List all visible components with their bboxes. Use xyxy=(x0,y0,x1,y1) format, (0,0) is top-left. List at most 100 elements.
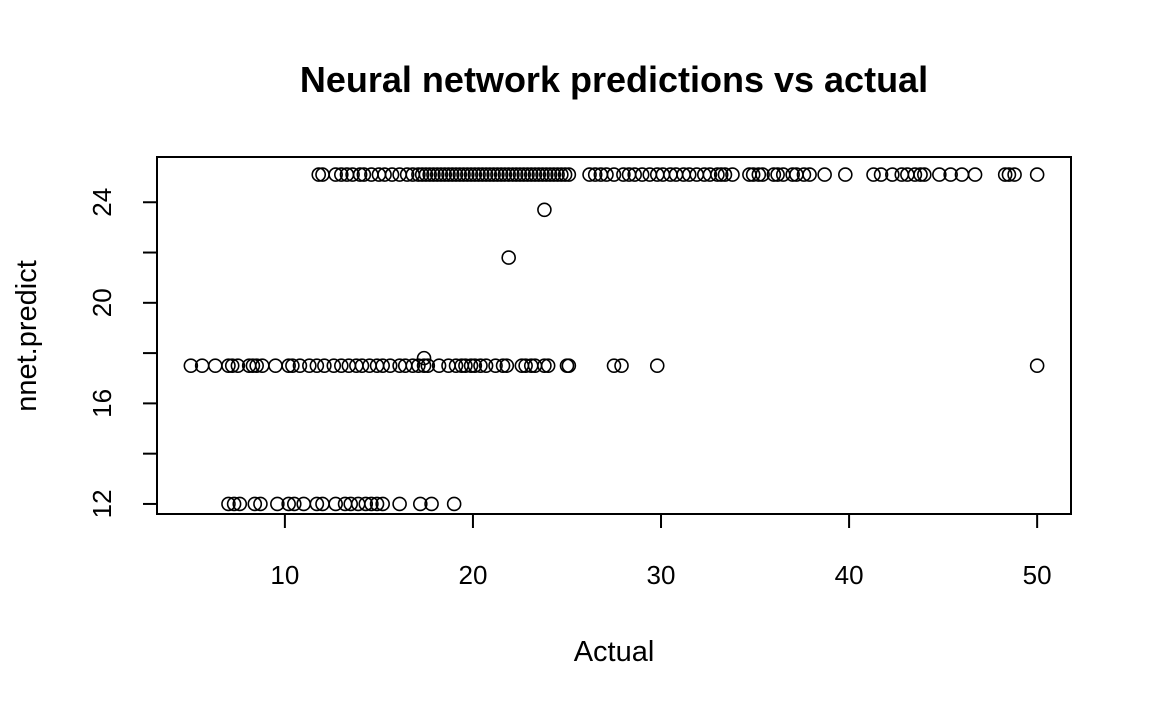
data-point xyxy=(535,167,550,182)
data-point xyxy=(478,167,494,182)
x-tick-label: 20 xyxy=(458,560,487,590)
data-point xyxy=(281,358,296,373)
data-point xyxy=(343,496,359,512)
data-point xyxy=(356,167,372,182)
data-point xyxy=(538,167,554,182)
data-point xyxy=(873,167,889,182)
data-point xyxy=(341,358,357,373)
data-point xyxy=(392,496,407,512)
data-point xyxy=(317,358,332,373)
data-point xyxy=(441,167,456,182)
data-point xyxy=(770,167,785,182)
data-point xyxy=(1007,167,1022,182)
data-point xyxy=(334,167,349,182)
data-point xyxy=(354,358,370,373)
data-point xyxy=(458,358,473,373)
data-point xyxy=(399,167,415,182)
data-point xyxy=(785,167,800,182)
data-point xyxy=(540,358,556,373)
data-point xyxy=(416,358,432,373)
data-point xyxy=(766,167,782,182)
data-point xyxy=(221,358,236,373)
data-point xyxy=(270,496,285,512)
data-point xyxy=(384,167,400,182)
data-point xyxy=(505,167,520,182)
data-point xyxy=(463,167,479,182)
data-point xyxy=(537,202,552,218)
data-point xyxy=(221,496,236,512)
data-point xyxy=(537,358,552,373)
data-point xyxy=(249,358,264,373)
y-tick-label: 24 xyxy=(87,188,117,217)
data-point xyxy=(352,167,368,182)
data-point xyxy=(208,358,223,373)
data-point xyxy=(328,496,343,512)
data-point xyxy=(253,496,268,512)
data-point xyxy=(311,167,327,182)
data-point xyxy=(689,167,705,182)
chart-title: Neural network predictions vs actual xyxy=(300,59,928,100)
data-points xyxy=(183,167,1045,512)
data-point xyxy=(681,167,697,182)
data-point xyxy=(377,167,392,182)
data-point xyxy=(932,167,947,182)
data-point xyxy=(1001,167,1017,182)
data-point xyxy=(493,167,509,182)
data-point xyxy=(490,167,505,182)
data-point xyxy=(362,358,377,373)
data-point xyxy=(471,167,486,182)
data-point xyxy=(369,496,385,512)
data-point xyxy=(627,167,642,182)
data-point xyxy=(967,167,983,182)
data-point xyxy=(488,358,503,373)
data-point xyxy=(885,167,900,182)
data-point xyxy=(523,167,539,182)
data-point xyxy=(467,358,483,373)
data-point xyxy=(473,358,488,373)
data-point xyxy=(422,167,437,182)
data-point xyxy=(518,358,533,373)
data-point xyxy=(414,167,430,182)
data-point xyxy=(501,167,516,182)
data-point xyxy=(508,167,524,182)
data-point xyxy=(467,167,483,182)
data-point xyxy=(456,167,471,182)
data-point xyxy=(412,496,428,512)
data-point xyxy=(587,167,603,182)
data-point xyxy=(418,167,434,182)
data-point xyxy=(437,167,453,182)
data-point xyxy=(907,167,923,182)
data-point xyxy=(292,358,308,373)
data-point xyxy=(802,167,817,182)
data-point xyxy=(224,358,240,373)
data-point xyxy=(463,358,479,373)
x-tick-label: 10 xyxy=(270,560,299,590)
data-point xyxy=(531,167,547,182)
data-point xyxy=(838,167,853,182)
data-point xyxy=(817,167,832,182)
data-point xyxy=(542,167,558,182)
data-point xyxy=(499,358,515,373)
data-point xyxy=(997,167,1013,182)
data-point xyxy=(642,167,658,182)
x-axis: 10 20 30 40 50 xyxy=(270,513,1052,590)
data-point xyxy=(796,167,812,182)
data-point xyxy=(702,167,718,182)
data-point xyxy=(1029,358,1045,373)
data-point xyxy=(512,167,528,182)
data-point xyxy=(606,167,622,182)
data-point xyxy=(866,167,881,182)
data-point xyxy=(452,167,468,182)
y-axis: 12 16 20 24 xyxy=(87,188,158,518)
data-point xyxy=(755,167,770,182)
y-tick-label: 12 xyxy=(87,489,117,518)
data-point xyxy=(501,250,516,265)
data-point xyxy=(245,358,261,373)
data-point xyxy=(710,167,725,182)
data-point xyxy=(441,358,456,373)
data-point xyxy=(268,358,283,373)
data-point xyxy=(520,167,535,182)
data-point xyxy=(478,358,494,373)
data-point xyxy=(606,358,622,373)
